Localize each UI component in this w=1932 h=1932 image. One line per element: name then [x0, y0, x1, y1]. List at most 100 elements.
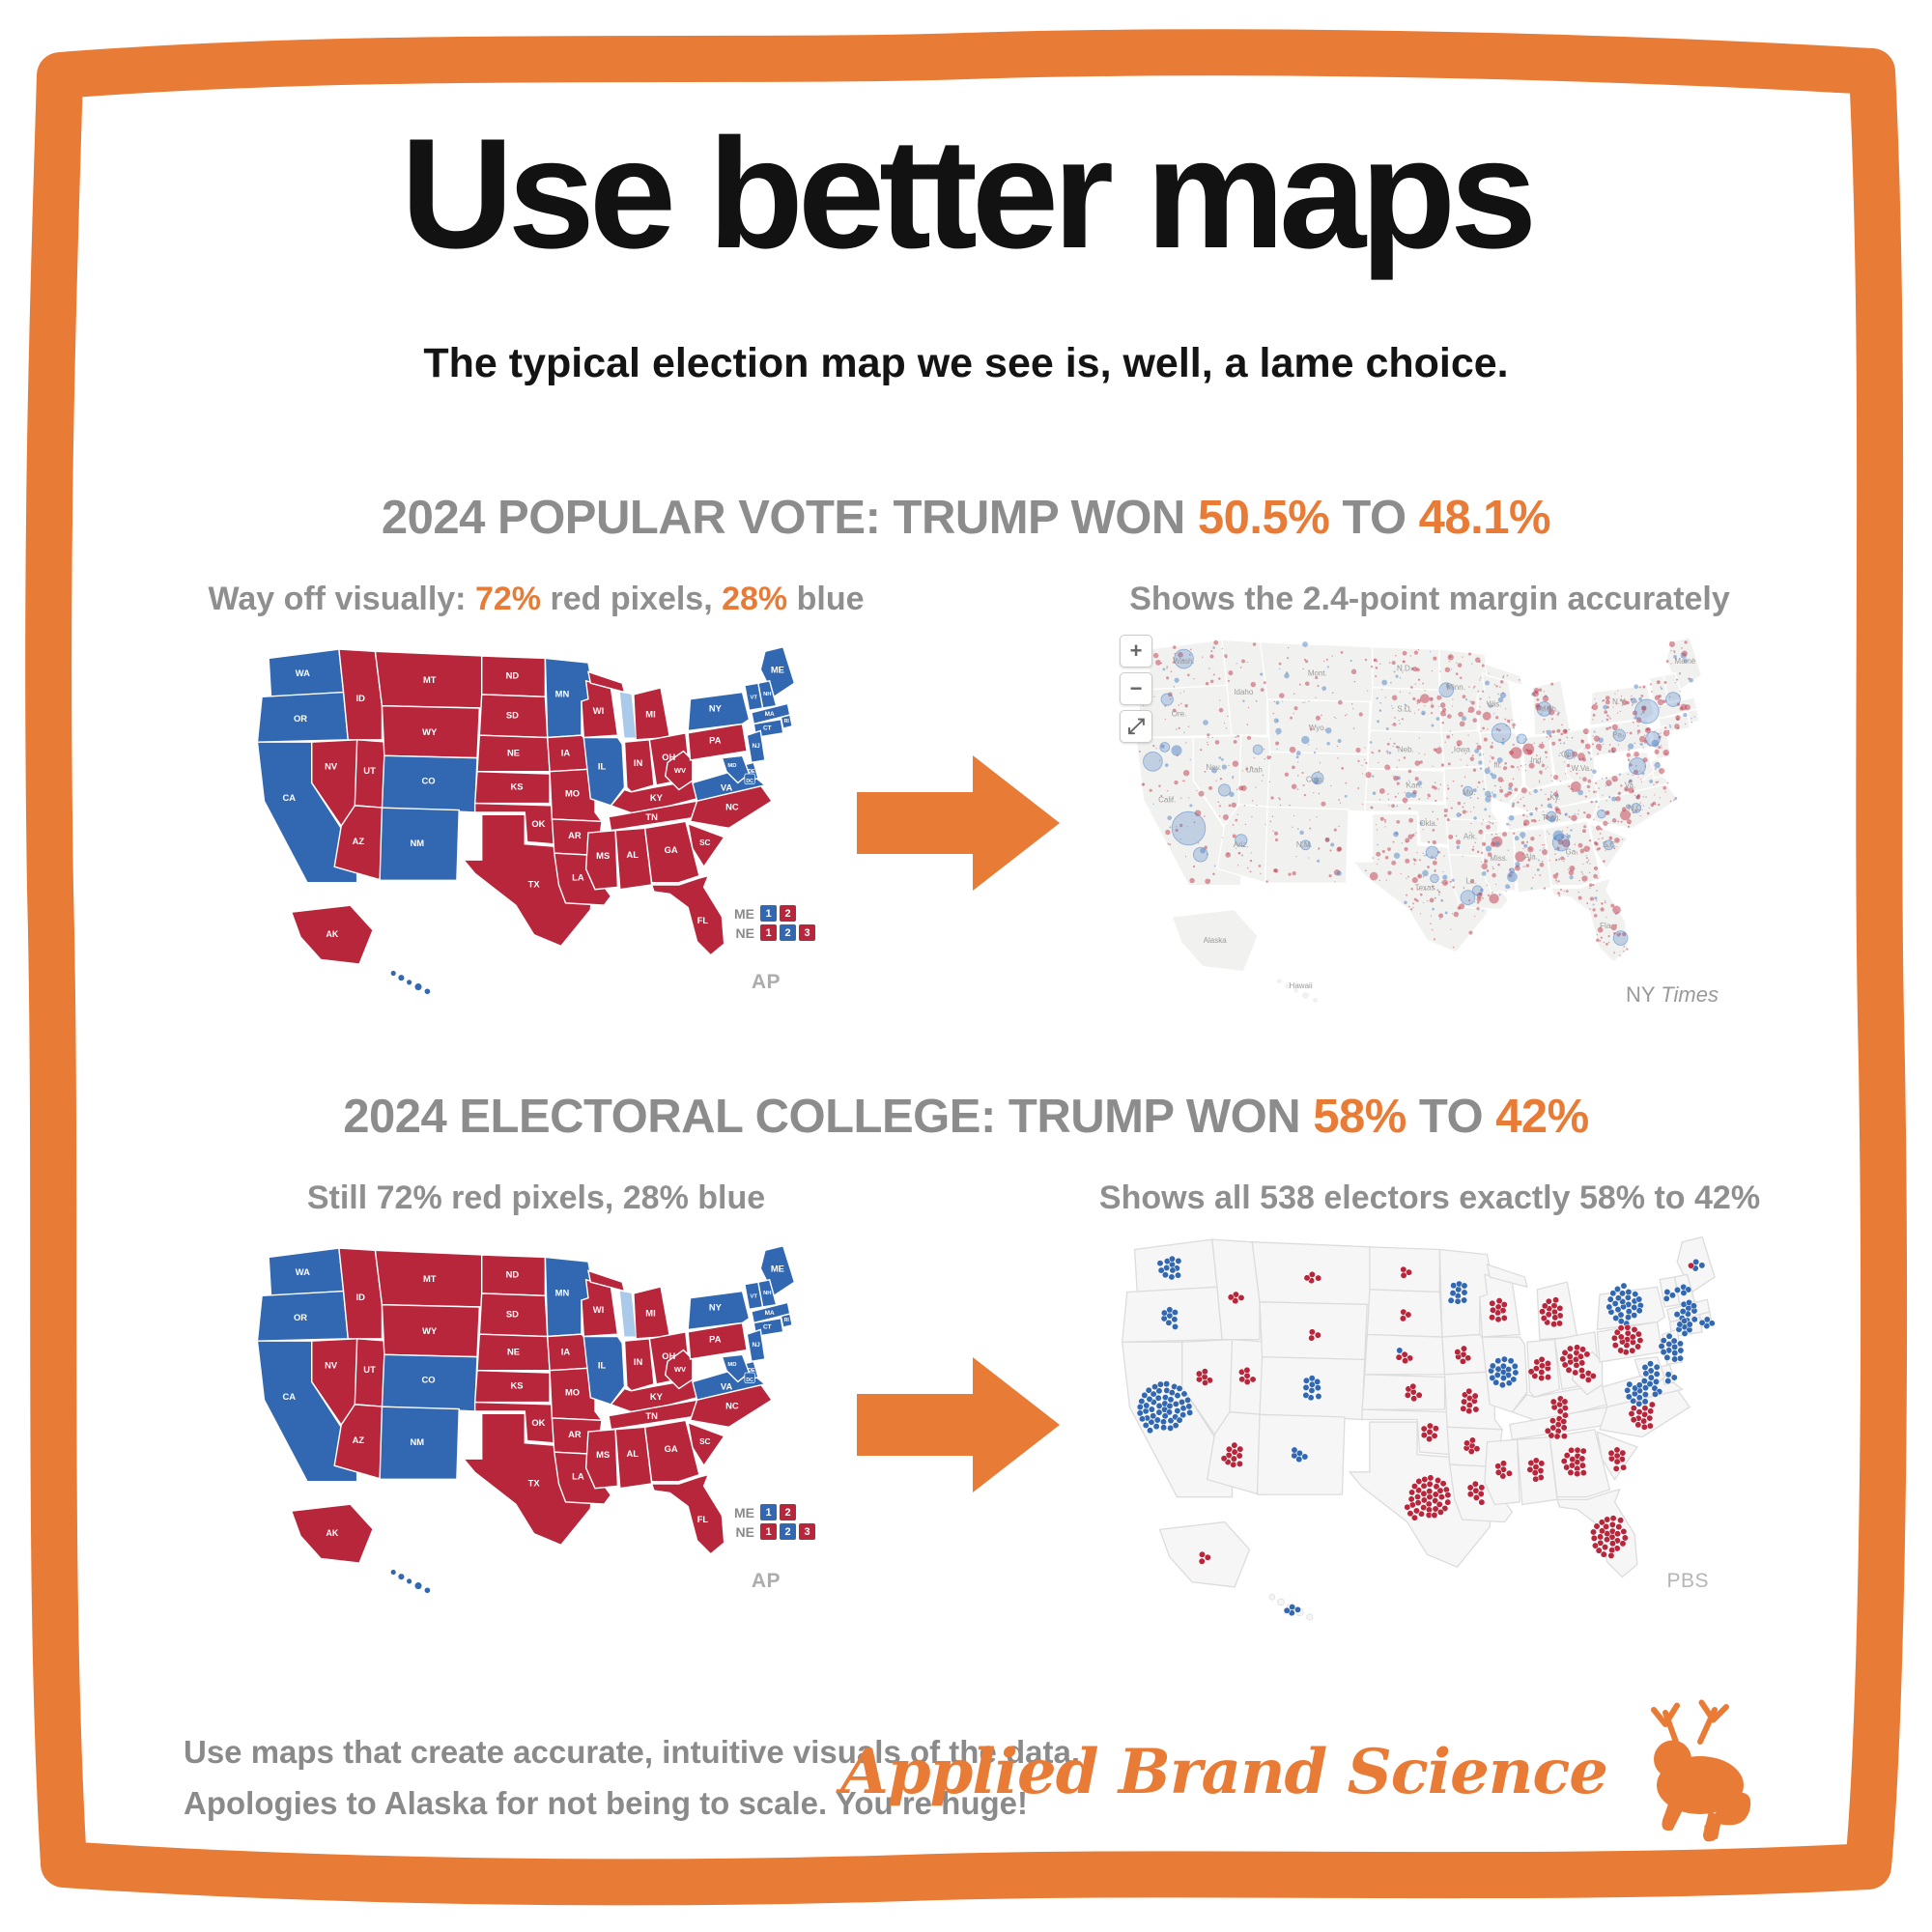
svg-text:Colo.: Colo. [1306, 775, 1324, 783]
footer-note: Use maps that create accurate, intuitive… [184, 1727, 1130, 1830]
page-title: Use better maps [400, 106, 1537, 281]
svg-text:Mont.: Mont. [1308, 668, 1327, 677]
svg-text:MN: MN [555, 689, 570, 698]
legend-district-box: 2 [780, 924, 796, 941]
state-elector-cluster [1578, 1370, 1597, 1383]
legend-row: NE 1 2 3 [724, 924, 815, 941]
state-elector-cluster [1674, 1283, 1692, 1296]
zoom-reset-button[interactable]: ⤢ [1120, 710, 1152, 743]
svg-text:IA: IA [561, 748, 571, 757]
svg-text:PA: PA [709, 735, 722, 745]
section1-right-caption: Shows the 2.4-point margin accurately [1129, 581, 1730, 617]
state-elector-cluster [1303, 1270, 1322, 1285]
state-elector-cluster [1698, 1316, 1716, 1330]
svg-text:WA: WA [296, 1267, 310, 1277]
me-ne-district-legend: ME 1 2 NE 1 2 3 [724, 1501, 815, 1543]
section1-left-caption: Way off visually: 72% red pixels, 28% bl… [203, 580, 869, 619]
svg-text:GA: GA [665, 1444, 678, 1454]
svg-text:CA: CA [282, 1392, 296, 1402]
state-elector-cluster [1302, 1375, 1322, 1402]
svg-text:Maine: Maine [1674, 657, 1695, 666]
svg-text:MT: MT [423, 675, 437, 685]
state-elector-cluster [1466, 1480, 1486, 1506]
section2-heading: 2024 ELECTORAL COLLEGE: TRUMP WON 58% TO… [0, 1090, 1932, 1144]
svg-text:LA: LA [572, 872, 584, 882]
svg-text:KY: KY [650, 793, 664, 803]
svg-text:OR: OR [294, 714, 307, 724]
svg-text:NJ: NJ [752, 743, 760, 750]
brand-logo: Applied Brand Science [840, 1692, 1770, 1852]
svg-text:Hawaii: Hawaii [1290, 981, 1313, 990]
map-zoom-controls: + − ⤢ [1120, 635, 1152, 743]
heading-pct-harris: 42% [1495, 1091, 1589, 1143]
state-elector-cluster [1447, 1280, 1468, 1305]
svg-text:WI: WI [593, 706, 604, 716]
svg-text:FL: FL [697, 1515, 709, 1524]
svg-text:NH: NH [763, 692, 771, 697]
states-layer [256, 645, 796, 995]
state-elector-cluster [1220, 1441, 1244, 1468]
right-arrow-icon [857, 1357, 1060, 1492]
state-elector-cluster [1664, 1371, 1678, 1385]
svg-text:MO: MO [565, 1388, 580, 1398]
svg-text:RI: RI [784, 1318, 790, 1323]
svg-text:N.D.: N.D. [1397, 664, 1412, 672]
svg-text:Va.: Va. [1625, 781, 1635, 789]
svg-text:LA: LA [572, 1471, 584, 1481]
caption-text: red pixels, [541, 581, 723, 617]
state-elector-cluster [1539, 1296, 1564, 1328]
svg-text:MS: MS [596, 1450, 610, 1460]
svg-text:CO: CO [422, 777, 436, 786]
state-elector-cluster [1607, 1446, 1628, 1472]
svg-text:MI: MI [645, 1308, 655, 1318]
svg-text:TX: TX [528, 879, 541, 889]
svg-text:NV: NV [325, 761, 338, 771]
svg-text:OR: OR [294, 1313, 307, 1322]
svg-text:Minn.: Minn. [1446, 683, 1465, 692]
svg-text:N.Y.: N.Y. [1612, 697, 1627, 706]
svg-text:NV: NV [325, 1360, 338, 1370]
svg-text:KS: KS [511, 1380, 524, 1390]
state-elector-cluster [1605, 1282, 1644, 1327]
caption-pct-blue: 28% [722, 581, 788, 617]
state-elector-cluster [1227, 1291, 1245, 1305]
svg-text:UT: UT [363, 766, 376, 776]
zoom-in-button[interactable]: + [1120, 635, 1152, 668]
legend-district-box: 1 [760, 924, 777, 941]
svg-text:Wyo.: Wyo. [1309, 724, 1326, 732]
svg-text:VT: VT [750, 1294, 757, 1300]
state-elector-cluster [1527, 1355, 1552, 1382]
pbs-elector-cluster-map: PBS [1096, 1222, 1763, 1647]
heading-text: 2024 ELECTORAL COLLEGE: TRUMP WON [343, 1091, 1314, 1143]
state-elector-cluster [1198, 1550, 1211, 1565]
svg-text:WY: WY [422, 1326, 438, 1336]
state-labels-layer: WA OR CA NV ID UT AZ MT WY CO NM ND SD NE KS OK TX MN IA MO… [282, 666, 789, 939]
svg-text:FL: FL [697, 916, 709, 925]
svg-text:CT: CT [763, 724, 772, 731]
svg-text:NJ: NJ [752, 1342, 760, 1349]
svg-text:Ala.: Ala. [1524, 853, 1538, 862]
map-credit-ap: AP [751, 1570, 781, 1592]
legend-state-label: ME [734, 1504, 754, 1520]
svg-text:SD: SD [506, 711, 519, 721]
svg-text:CA: CA [282, 793, 296, 803]
us-elector-dot-map [1121, 1236, 1716, 1621]
svg-text:Ore.: Ore. [1172, 709, 1187, 718]
zoom-out-button[interactable]: − [1120, 672, 1152, 705]
svg-text:IL: IL [598, 1360, 607, 1370]
svg-text:RI: RI [784, 719, 790, 724]
nyt-dot-density-map: Wash. Ore. Calif. Nev. Idaho Mont. Wyo. Utah Col… [1106, 623, 1753, 1029]
heading-text: TO [1406, 1091, 1496, 1143]
state-elector-cluster [1404, 1474, 1452, 1521]
legend-district-box: 2 [780, 1504, 796, 1520]
footer-line2: Apologies to Alaska for not being to sca… [184, 1784, 1029, 1821]
legend-district-box: 2 [780, 905, 796, 922]
svg-text:AR: AR [568, 1430, 582, 1439]
caption-text: blue [787, 581, 865, 617]
svg-text:MD: MD [727, 763, 736, 769]
svg-text:MN: MN [555, 1288, 570, 1297]
svg-text:NE: NE [507, 1347, 520, 1356]
svg-text:NY: NY [709, 704, 723, 714]
map-credit-nytimes: NY Times [1626, 982, 1719, 1008]
credit-ny: NY [1626, 982, 1662, 1007]
